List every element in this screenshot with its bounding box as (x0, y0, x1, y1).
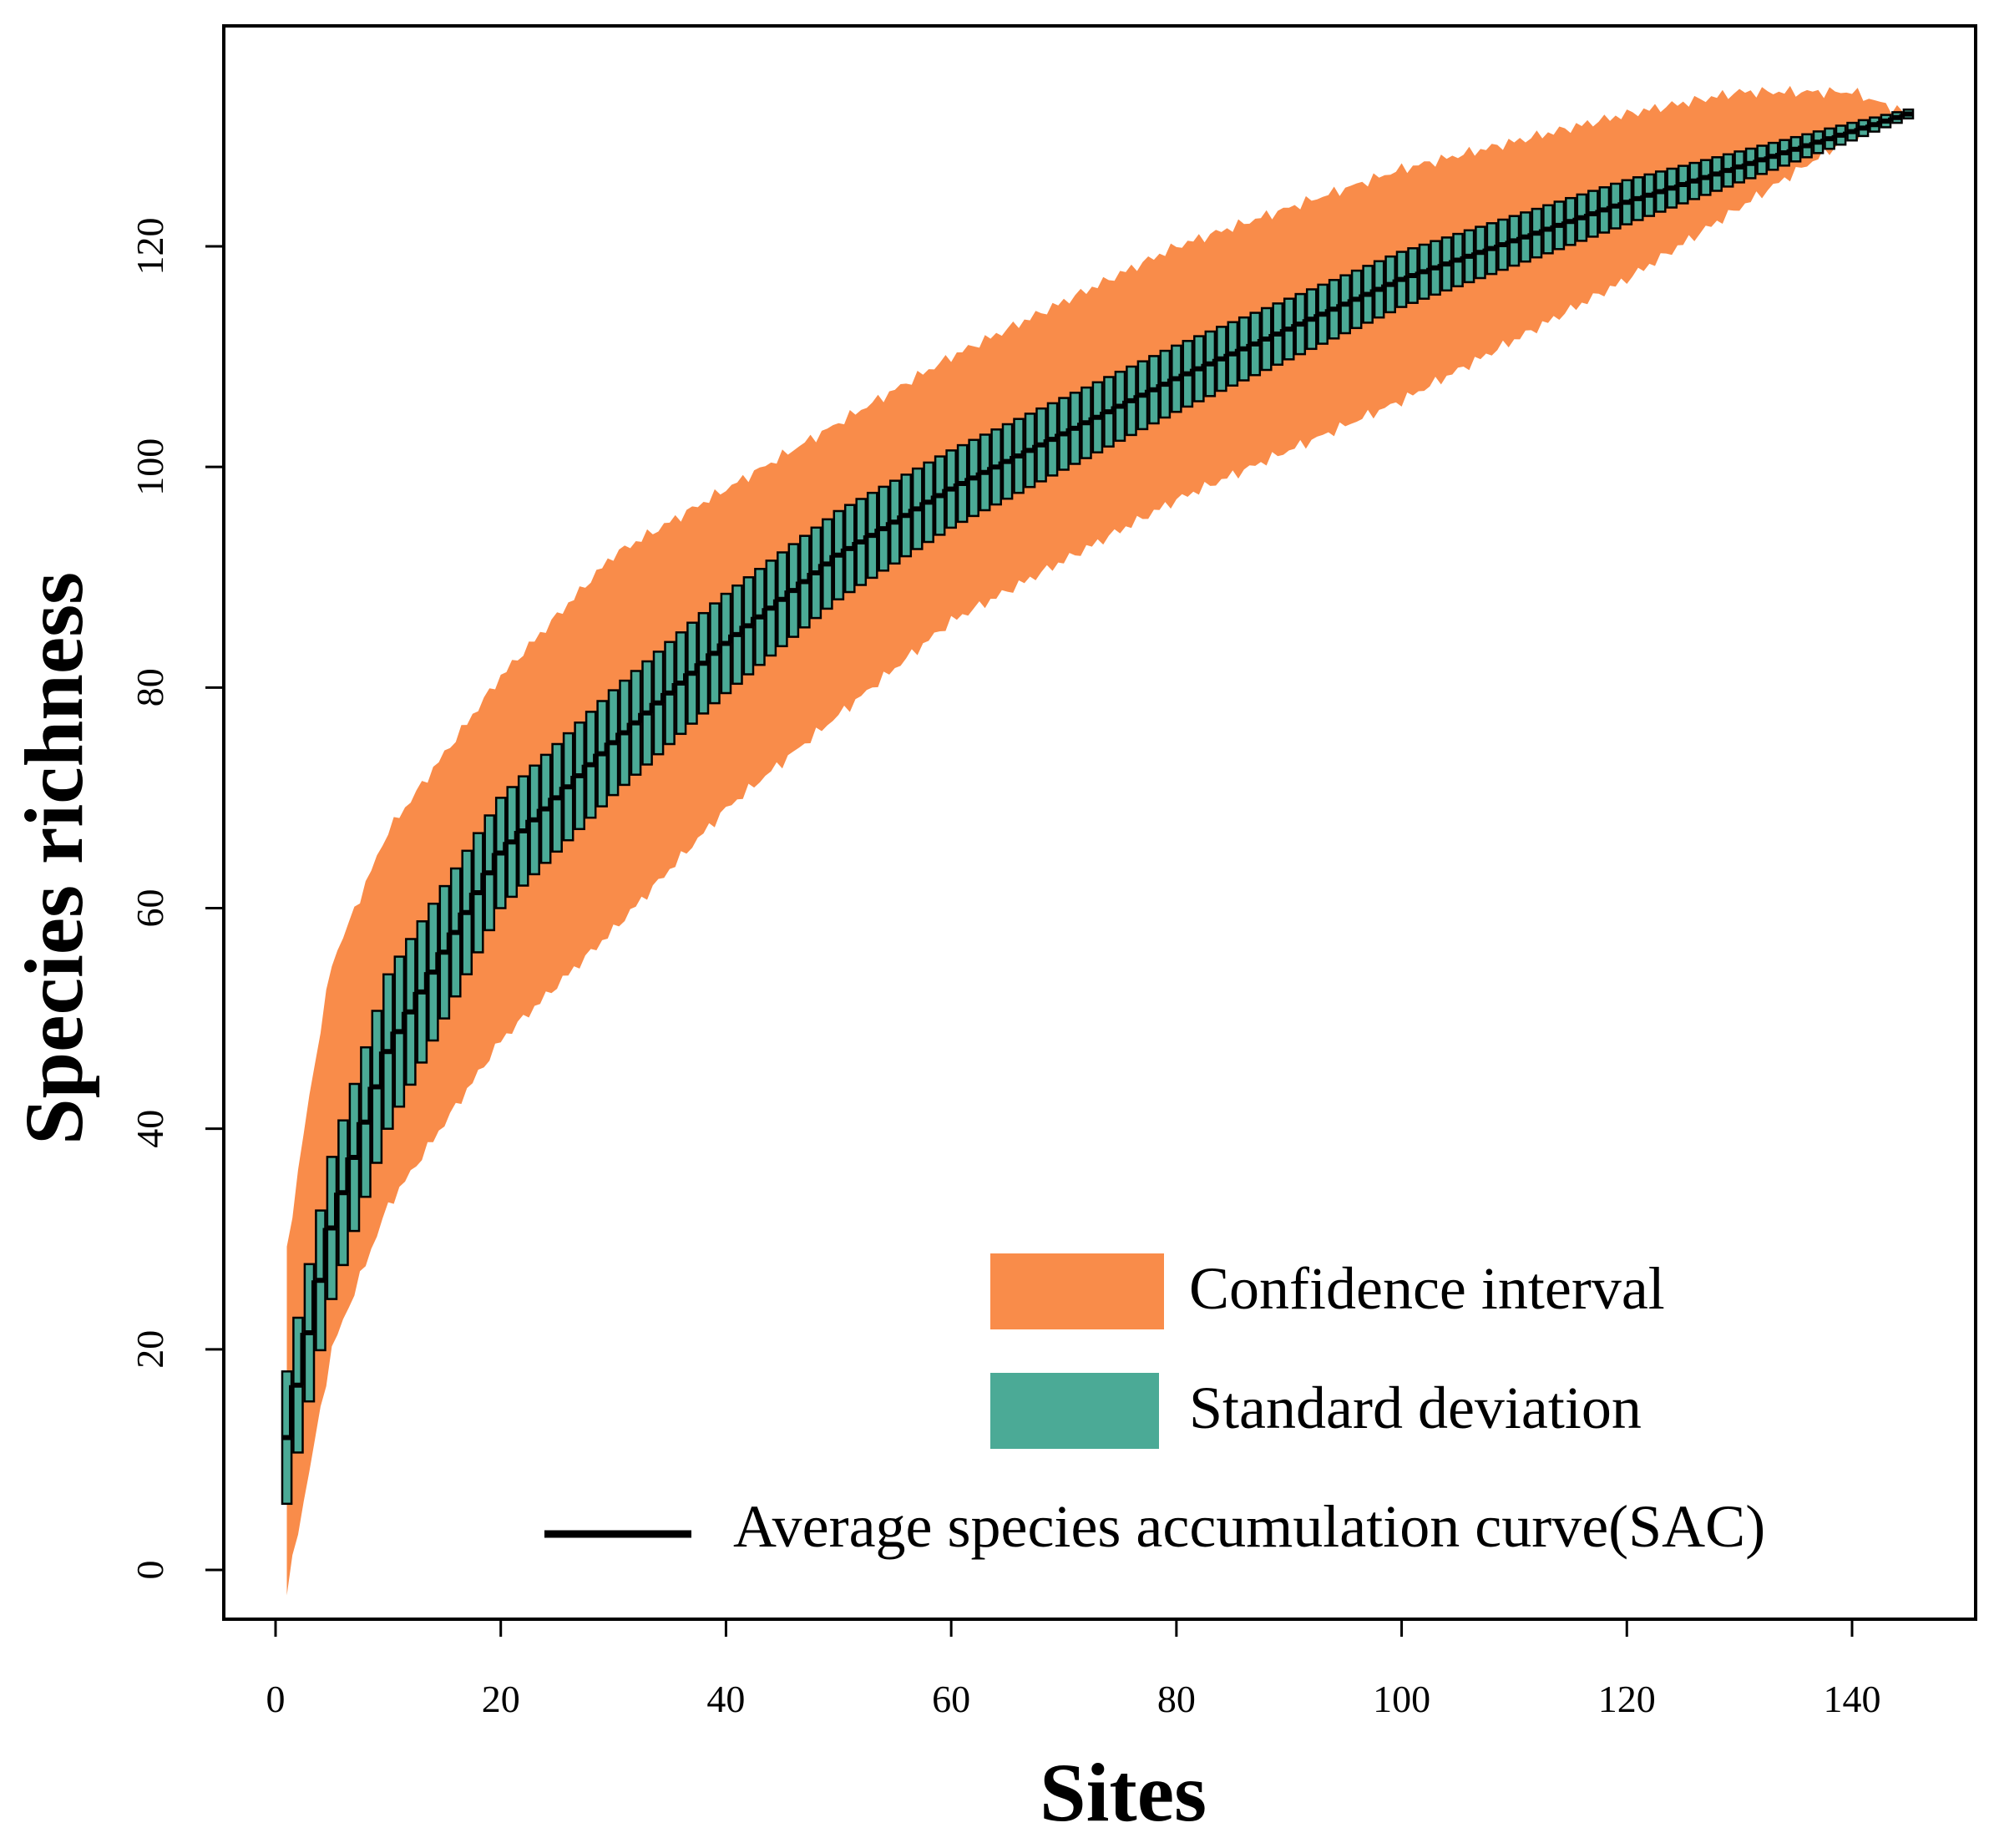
y-axis: 0 20 40 60 80 100 120 (129, 218, 225, 1580)
legend-label-mean-sac: Average species accumulation curve(SAC) (733, 1493, 1765, 1560)
legend-label-standard-deviation: Standard deviation (1189, 1375, 1642, 1441)
x-tick-label-140: 140 (1824, 1678, 1881, 1720)
legend-label-confidence-interval: Confidence interval (1189, 1255, 1665, 1322)
y-tick-label-60: 60 (129, 889, 171, 928)
y-tick-label-40: 40 (129, 1110, 171, 1148)
y-tick-label-20: 20 (129, 1330, 171, 1369)
x-tick-label-0: 0 (266, 1678, 286, 1720)
mean-line-layer (282, 111, 1913, 1440)
x-axis-title: Sites (1040, 1746, 1207, 1839)
legend: Confidence interval Standard deviation A… (544, 1253, 1765, 1560)
y-tick-label-120: 120 (129, 218, 171, 276)
x-tick-label-80: 80 (1157, 1678, 1196, 1720)
x-tick-label-20: 20 (482, 1678, 520, 1720)
y-tick-label-100: 100 (129, 438, 171, 496)
y-tick-label-80: 80 (129, 668, 171, 706)
x-tick-label-100: 100 (1373, 1678, 1430, 1720)
x-tick-label-40: 40 (706, 1678, 745, 1720)
legend-swatch-confidence-interval (990, 1253, 1164, 1329)
x-tick-label-120: 120 (1598, 1678, 1656, 1720)
y-tick-label-0: 0 (129, 1561, 171, 1580)
x-tick-label-60: 60 (932, 1678, 970, 1720)
mean-sac-line (282, 111, 1913, 1440)
x-axis: 0 20 40 60 80 100 120 140 (266, 1618, 1881, 1720)
y-axis-title: Species richness (8, 572, 100, 1145)
legend-swatch-standard-deviation (990, 1373, 1159, 1449)
